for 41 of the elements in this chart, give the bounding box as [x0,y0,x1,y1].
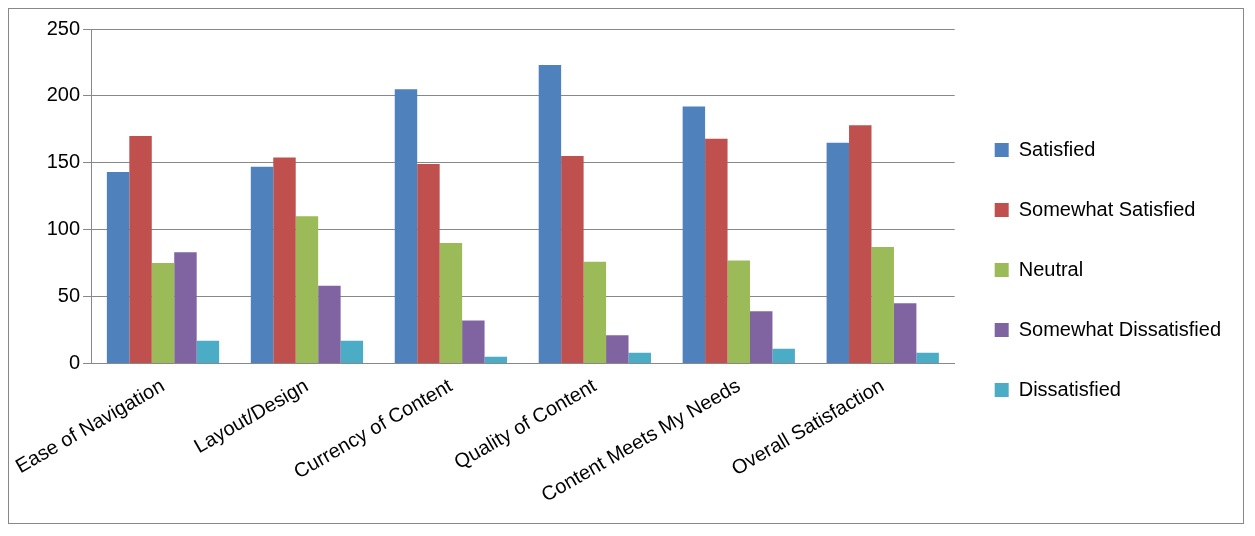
bar [295,216,319,363]
bar [273,157,296,363]
bar [583,261,607,363]
bar [196,340,220,363]
bar [772,348,795,363]
bar [462,320,485,363]
legend-label: Dissatisfied [1018,377,1121,400]
bar [916,352,939,363]
bar [174,252,197,363]
bar [606,335,629,363]
y-tick-label: 250 [46,16,81,39]
y-tick-label: 150 [46,150,81,173]
bar [849,125,872,363]
bar [417,164,440,363]
bar [750,311,773,363]
bar [340,340,364,363]
bar [628,352,651,363]
bar [250,166,274,363]
legend-label: Somewhat Satisfied [1018,197,1196,220]
bar [705,138,728,363]
bar [151,263,175,363]
y-tick-label: 50 [57,284,81,307]
bar [106,172,130,363]
bar [394,89,418,363]
legend-label: Satisfied [1018,137,1096,160]
bar [129,136,152,363]
y-tick-label: 200 [46,83,81,106]
bar [727,260,751,363]
bar [318,285,341,363]
bar [561,156,584,363]
legend-label: Neutral [1018,257,1084,280]
bar [484,356,508,363]
y-tick-label: 0 [68,350,81,373]
bar [682,106,706,363]
bar [538,65,562,363]
bar [871,247,894,363]
bar [826,142,850,363]
legend-label: Somewhat Dissatisfied [1018,317,1222,340]
y-tick-label: 100 [46,217,81,240]
bar [439,243,463,363]
bar [893,303,917,363]
